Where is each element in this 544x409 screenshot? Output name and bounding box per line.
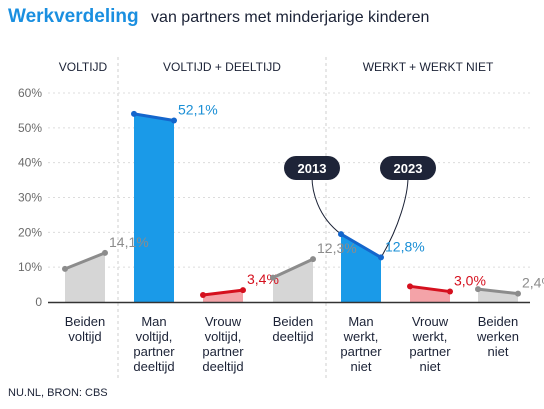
data-label: 3,0%: [454, 273, 486, 289]
callout-2013: 2013: [284, 156, 340, 180]
point-2023: [240, 287, 246, 294]
series-line: [408, 284, 452, 294]
chart-title: Werkverdeling: [8, 6, 139, 27]
series-line: [63, 251, 107, 271]
bar: [478, 289, 518, 302]
point-2023: [171, 117, 177, 124]
category-label: Man werkt, partner niet: [340, 314, 382, 374]
point-2023: [447, 288, 453, 295]
source-note: NU.NL, BRON: CBS: [8, 387, 108, 399]
series-line: [201, 288, 245, 297]
bar: [203, 290, 243, 302]
chart-subtitle: van partners met minderjarige kinderen: [151, 9, 430, 26]
series-line: [339, 232, 383, 259]
category-label: Beiden werken niet: [476, 314, 519, 359]
y-tick-label: 30%: [18, 191, 42, 205]
point-2013: [131, 110, 137, 117]
callout-pill: [284, 156, 340, 180]
callout-2023: 2023: [380, 156, 436, 180]
group-label: WERKT + WERKT NIET: [363, 60, 494, 74]
y-tick-label: 10%: [18, 260, 42, 274]
category-label: Beiden voltijd: [65, 314, 105, 344]
point-2013: [338, 231, 344, 238]
point-2023: [310, 256, 316, 263]
category-label: Vrouw werkt, partner niet: [409, 314, 451, 374]
point-2013: [200, 292, 206, 299]
group-label: VOLTIJD: [59, 60, 108, 74]
category-label: Vrouw voltijd, partner deeltijd: [202, 314, 244, 374]
category-label: Man voltijd, partner deeltijd: [133, 314, 175, 374]
group-label: VOLTIJD + DEELTIJD: [163, 60, 281, 74]
callout-pill: [380, 156, 436, 180]
point-2023: [102, 249, 108, 256]
category-label: Beiden deeltijd: [272, 314, 313, 344]
callout-connector-2023: [380, 176, 409, 258]
data-label: 12,8%: [385, 238, 425, 254]
series-line: [271, 257, 315, 280]
data-label: 52,1%: [178, 102, 218, 118]
point-2013: [270, 274, 276, 281]
y-tick-label: 0: [35, 295, 42, 309]
title-row: Werkverdeling van partners met minderjar…: [8, 6, 429, 28]
data-label: 14,1%: [109, 234, 149, 250]
series-line: [476, 287, 520, 296]
data-label: 2,4%: [522, 275, 544, 291]
point-2023: [515, 290, 521, 297]
data-label: 12,3%: [317, 240, 357, 256]
point-2013: [407, 283, 413, 290]
bar: [134, 113, 174, 303]
bar: [273, 259, 313, 302]
y-tick-label: 40%: [18, 156, 42, 170]
callout-label: 2023: [394, 161, 423, 176]
data-label: 3,4%: [247, 271, 279, 287]
point-2023: [378, 254, 384, 261]
point-2013: [62, 265, 68, 272]
y-tick-label: 20%: [18, 225, 42, 239]
series-line: [132, 112, 176, 123]
bar: [341, 234, 381, 302]
y-tick-label: 50%: [18, 121, 42, 135]
callout-label: 2013: [298, 161, 327, 176]
point-2013: [475, 286, 481, 293]
y-tick-label: 60%: [18, 86, 42, 100]
callout-connector-2013: [311, 176, 342, 235]
